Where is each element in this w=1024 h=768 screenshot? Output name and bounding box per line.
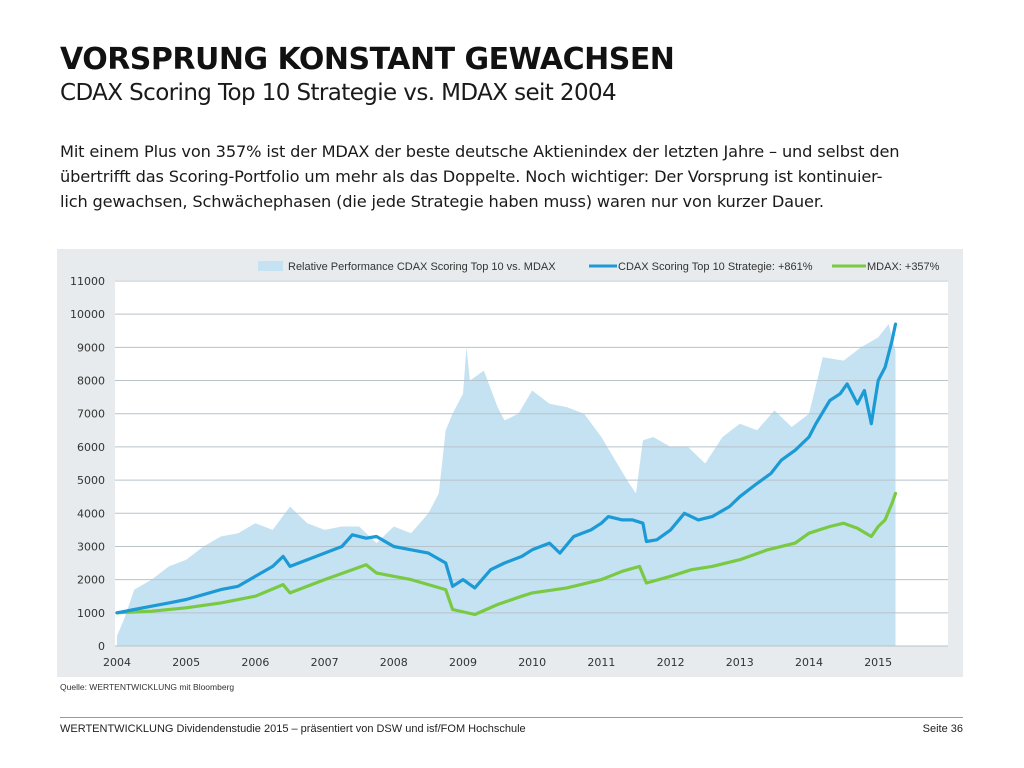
y-tick-label: 11000 [70, 275, 105, 288]
relative-performance-area [117, 324, 896, 646]
area-layer [117, 324, 896, 646]
x-tick-label: 2013 [726, 656, 754, 669]
cdax-scoring-line [115, 322, 898, 615]
page-title: VORSPRUNG KONSTANT GEWACHSEN [60, 42, 675, 77]
line-layer [115, 322, 898, 617]
x-tick-label: 2008 [380, 656, 408, 669]
legend-label-cdax: CDAX Scoring Top 10 Strategie: +861% [618, 261, 813, 273]
y-tick-label: 0 [98, 640, 105, 653]
y-axis: 0 1000 2000 3000 4000 5000 6000 7000 8000 9000 100… [70, 275, 105, 653]
page-subtitle: CDAX Scoring Top 10 Strategie vs. MDAX s… [60, 80, 617, 106]
y-tick-label: 8000 [77, 375, 105, 388]
x-tick-label: 2015 [864, 656, 892, 669]
x-tick-label: 2011 [587, 656, 615, 669]
legend: Relative Performance CDAX Scoring Top 10… [258, 261, 940, 273]
x-tick-label: 2009 [449, 656, 477, 669]
legend-label-mdax: MDAX: +357% [867, 261, 940, 273]
x-tick-label: 2004 [103, 656, 131, 669]
x-tick-label: 2012 [657, 656, 685, 669]
mdax-line [115, 491, 898, 617]
x-axis: 2004 2005 2006 2007 2008 2009 2010 2011 2012 2013… [103, 656, 892, 669]
x-tick-label: 2005 [172, 656, 200, 669]
source-note: Quelle: WERTENTWICKLUNG mit Bloomberg [60, 682, 235, 692]
body-line: Mit einem Plus von 357% ist der MDAX der… [60, 142, 900, 161]
body-line: übertrifft das Scoring-Portfolio um mehr… [60, 167, 883, 186]
footer-text: WERTENTWICKLUNG Dividendenstudie 2015 – … [60, 723, 526, 735]
x-tick-label: 2007 [311, 656, 339, 669]
page-number: Seite 36 [922, 723, 963, 735]
footer-divider [60, 717, 963, 718]
y-tick-label: 1000 [77, 607, 105, 620]
legend-swatch-relative [258, 261, 283, 271]
grid-layer [115, 280, 948, 647]
body-paragraph: Mit einem Plus von 357% ist der MDAX der… [60, 139, 980, 214]
y-tick-label: 2000 [77, 574, 105, 587]
x-tick-label: 2006 [241, 656, 269, 669]
y-tick-label: 6000 [77, 441, 105, 454]
x-tick-label: 2010 [518, 656, 546, 669]
y-tick-label: 7000 [77, 408, 105, 421]
x-tick-label: 2014 [795, 656, 823, 669]
y-tick-label: 9000 [77, 341, 105, 354]
y-tick-label: 10000 [70, 308, 105, 321]
y-tick-label: 5000 [77, 474, 105, 487]
legend-label-relative: Relative Performance CDAX Scoring Top 10… [288, 261, 556, 273]
y-tick-label: 4000 [77, 507, 105, 520]
body-line: lich gewachsen, Schwächephasen (die jede… [60, 192, 824, 211]
y-tick-label: 3000 [77, 540, 105, 553]
